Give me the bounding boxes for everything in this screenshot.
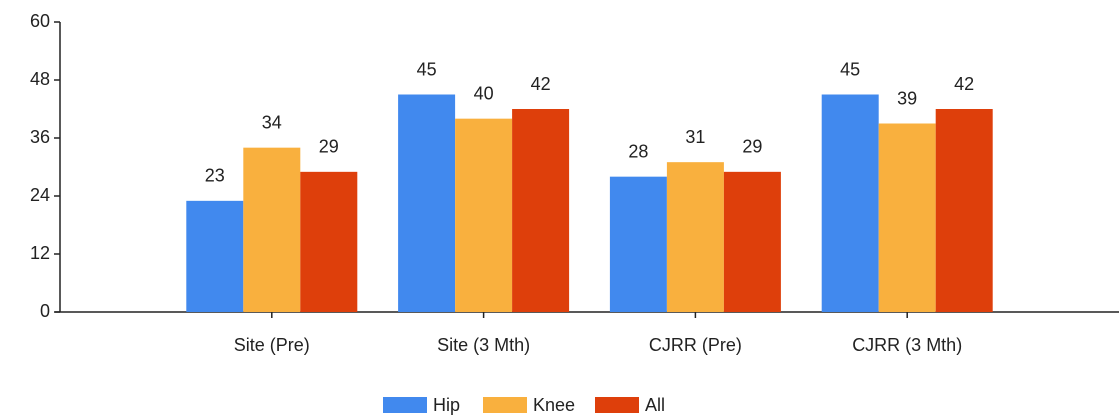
- value-label: 40: [474, 83, 494, 103]
- y-tick-label: 0: [40, 301, 50, 321]
- bar: [666, 162, 724, 312]
- legend-label: All: [645, 395, 665, 415]
- bar: [455, 118, 513, 313]
- value-label: 23: [205, 166, 225, 186]
- y-tick-label: 48: [30, 69, 50, 89]
- bar: [935, 109, 993, 312]
- x-tick-label: CJRR (Pre): [649, 335, 742, 355]
- value-label: 29: [319, 137, 339, 157]
- legend-label: Knee: [533, 395, 575, 415]
- value-label: 29: [742, 137, 762, 157]
- bar: [398, 94, 456, 312]
- bar: [723, 171, 781, 312]
- value-label: 45: [417, 59, 437, 79]
- x-tick-label: Site (3 Mth): [437, 335, 530, 355]
- legend-swatch: [483, 397, 527, 413]
- x-tick-label: Site (Pre): [234, 335, 310, 355]
- legend-swatch: [383, 397, 427, 413]
- value-label: 45: [840, 59, 860, 79]
- bar: [512, 109, 570, 312]
- bar: [609, 176, 667, 312]
- y-tick-label: 60: [30, 11, 50, 31]
- y-tick-label: 36: [30, 127, 50, 147]
- y-tick-label: 12: [30, 243, 50, 263]
- value-label: 34: [262, 112, 282, 132]
- value-label: 31: [685, 127, 705, 147]
- bar: [300, 171, 358, 312]
- x-tick-label: CJRR (3 Mth): [852, 335, 962, 355]
- bar: [878, 123, 936, 312]
- value-label: 39: [897, 88, 917, 108]
- y-tick-label: 24: [30, 185, 50, 205]
- bar: [821, 94, 879, 312]
- legend-label: Hip: [433, 395, 460, 415]
- value-label: 28: [628, 141, 648, 161]
- bar: [243, 147, 301, 312]
- value-label: 42: [531, 74, 551, 94]
- value-label: 42: [954, 74, 974, 94]
- bar: [186, 200, 244, 312]
- legend-swatch: [595, 397, 639, 413]
